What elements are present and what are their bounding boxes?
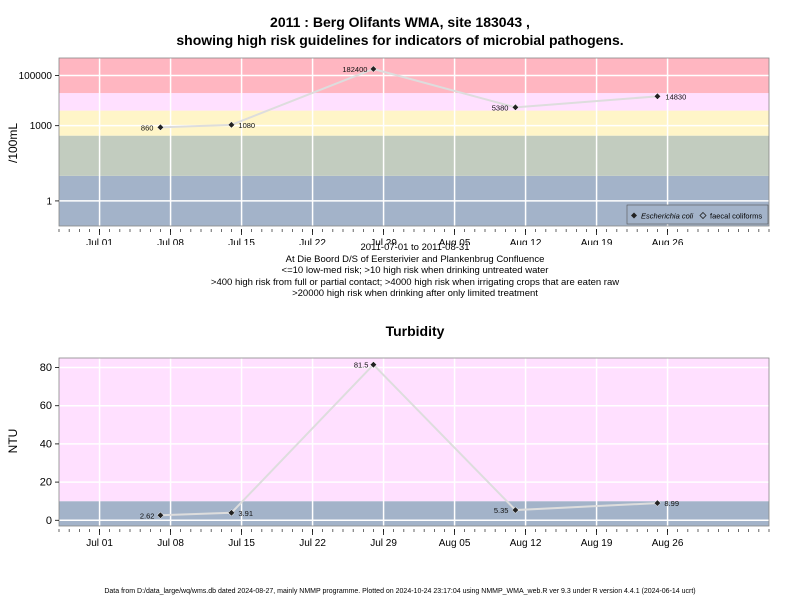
turbidity-title: Turbidity <box>385 323 445 339</box>
microbial-caption: 2011-07-01 to 2011-08-31 At Die Boord D/… <box>60 242 770 300</box>
data-point <box>227 121 235 129</box>
plot-frame <box>58 357 770 527</box>
x-tick-label: Jul 22 <box>299 538 326 549</box>
risk-band <box>59 110 769 136</box>
y-tick-label: 1 <box>46 196 52 207</box>
y-tick-label: 100000 <box>19 71 53 82</box>
data-point <box>653 92 661 100</box>
x-tick-label: Aug 12 <box>510 538 542 549</box>
plot-frame <box>58 57 770 227</box>
y-tick-label: 60 <box>40 400 52 412</box>
x-tick-label: Aug 05 <box>439 238 471 245</box>
data-label: 8.99 <box>664 499 679 508</box>
data-point <box>369 65 377 73</box>
legend: Escherichia coli faecal coliforms <box>626 204 769 225</box>
data-point <box>511 506 519 514</box>
chart-title-line1: 2011 : Berg Olifants WMA, site 183043 , <box>270 14 530 30</box>
legend-box <box>626 204 769 225</box>
x-tick-label: Aug 05 <box>439 538 471 549</box>
data-point <box>227 509 235 517</box>
data-label: 5380 <box>492 103 509 112</box>
risk-band <box>59 358 769 502</box>
x-tick-label: Aug 26 <box>652 538 684 549</box>
chart-title-line2: showing high risk guidelines for indicat… <box>176 32 624 48</box>
risk-band <box>59 501 769 526</box>
risk-band <box>59 93 769 111</box>
y-tick-label: 0 <box>46 515 52 527</box>
data-point <box>156 123 164 131</box>
caption-guideline-2: >400 high risk from full or partial cont… <box>210 276 620 288</box>
data-point <box>156 511 164 519</box>
x-tick-label: Aug 19 <box>581 238 613 245</box>
data-label: 14830 <box>665 92 686 101</box>
x-tick-label: Jul 01 <box>86 538 113 549</box>
caption-guideline-1: <=10 low-med risk; >10 high risk when dr… <box>281 265 549 276</box>
caption-guideline-3: >20000 high risk when drinking after onl… <box>292 288 538 299</box>
x-tick-label: Jul 01 <box>86 238 113 245</box>
legend-fc-marker <box>699 211 707 220</box>
y-tick-label: 40 <box>40 438 52 450</box>
caption-location: At Die Boord D/S of Eersterivier and Pla… <box>285 253 545 265</box>
x-tick-label: Jul 08 <box>157 238 184 245</box>
legend-ecoli-label: Escherichia coli <box>641 212 693 221</box>
x-tick-label: Jul 08 <box>157 538 184 549</box>
x-tick-label: Jul 15 <box>228 238 255 245</box>
x-tick-label: Aug 19 <box>581 538 613 549</box>
data-label: 860 <box>141 123 154 132</box>
x-tick-label: Jul 22 <box>299 238 326 245</box>
x-tick-label: Aug 12 <box>510 238 542 245</box>
x-tick-label: Jul 15 <box>228 538 255 549</box>
data-point <box>511 103 519 111</box>
data-point <box>653 499 661 507</box>
caption-date-range: 2011-07-01 to 2011-08-31 <box>360 242 470 253</box>
data-label: 81.5 <box>354 361 369 370</box>
footer-note: Data from D:/data_large/wq/wms.db dated … <box>104 588 696 595</box>
legend-fc-label: faecal coliforms <box>710 212 762 221</box>
x-tick-label: Aug 26 <box>652 238 684 245</box>
y-tick-label: 1000 <box>30 121 53 132</box>
data-label: 182400 <box>342 65 367 74</box>
data-point <box>369 361 377 369</box>
data-label: 5.35 <box>494 506 509 515</box>
risk-band <box>59 135 769 176</box>
legend-ecoli-marker <box>631 212 637 219</box>
data-label: 1080 <box>238 121 255 130</box>
data-label: 3.91 <box>238 509 253 518</box>
x-tick-label: Jul 29 <box>370 238 397 245</box>
microbial-chart: 1 1000 100000 Jul 01 Jul 08 Jul 15 Jul 22 Jul 2… <box>19 57 770 245</box>
x-tick-label: Jul 29 <box>370 538 397 549</box>
y-tick-label: 80 <box>40 362 52 374</box>
data-label: 2.62 <box>140 511 155 520</box>
turbidity-chart: 0 20 40 60 80 Jul 01 Jul 08 Jul 15 Jul 22 Jul 29 A… <box>40 357 770 549</box>
y-tick-label: 20 <box>40 477 52 489</box>
